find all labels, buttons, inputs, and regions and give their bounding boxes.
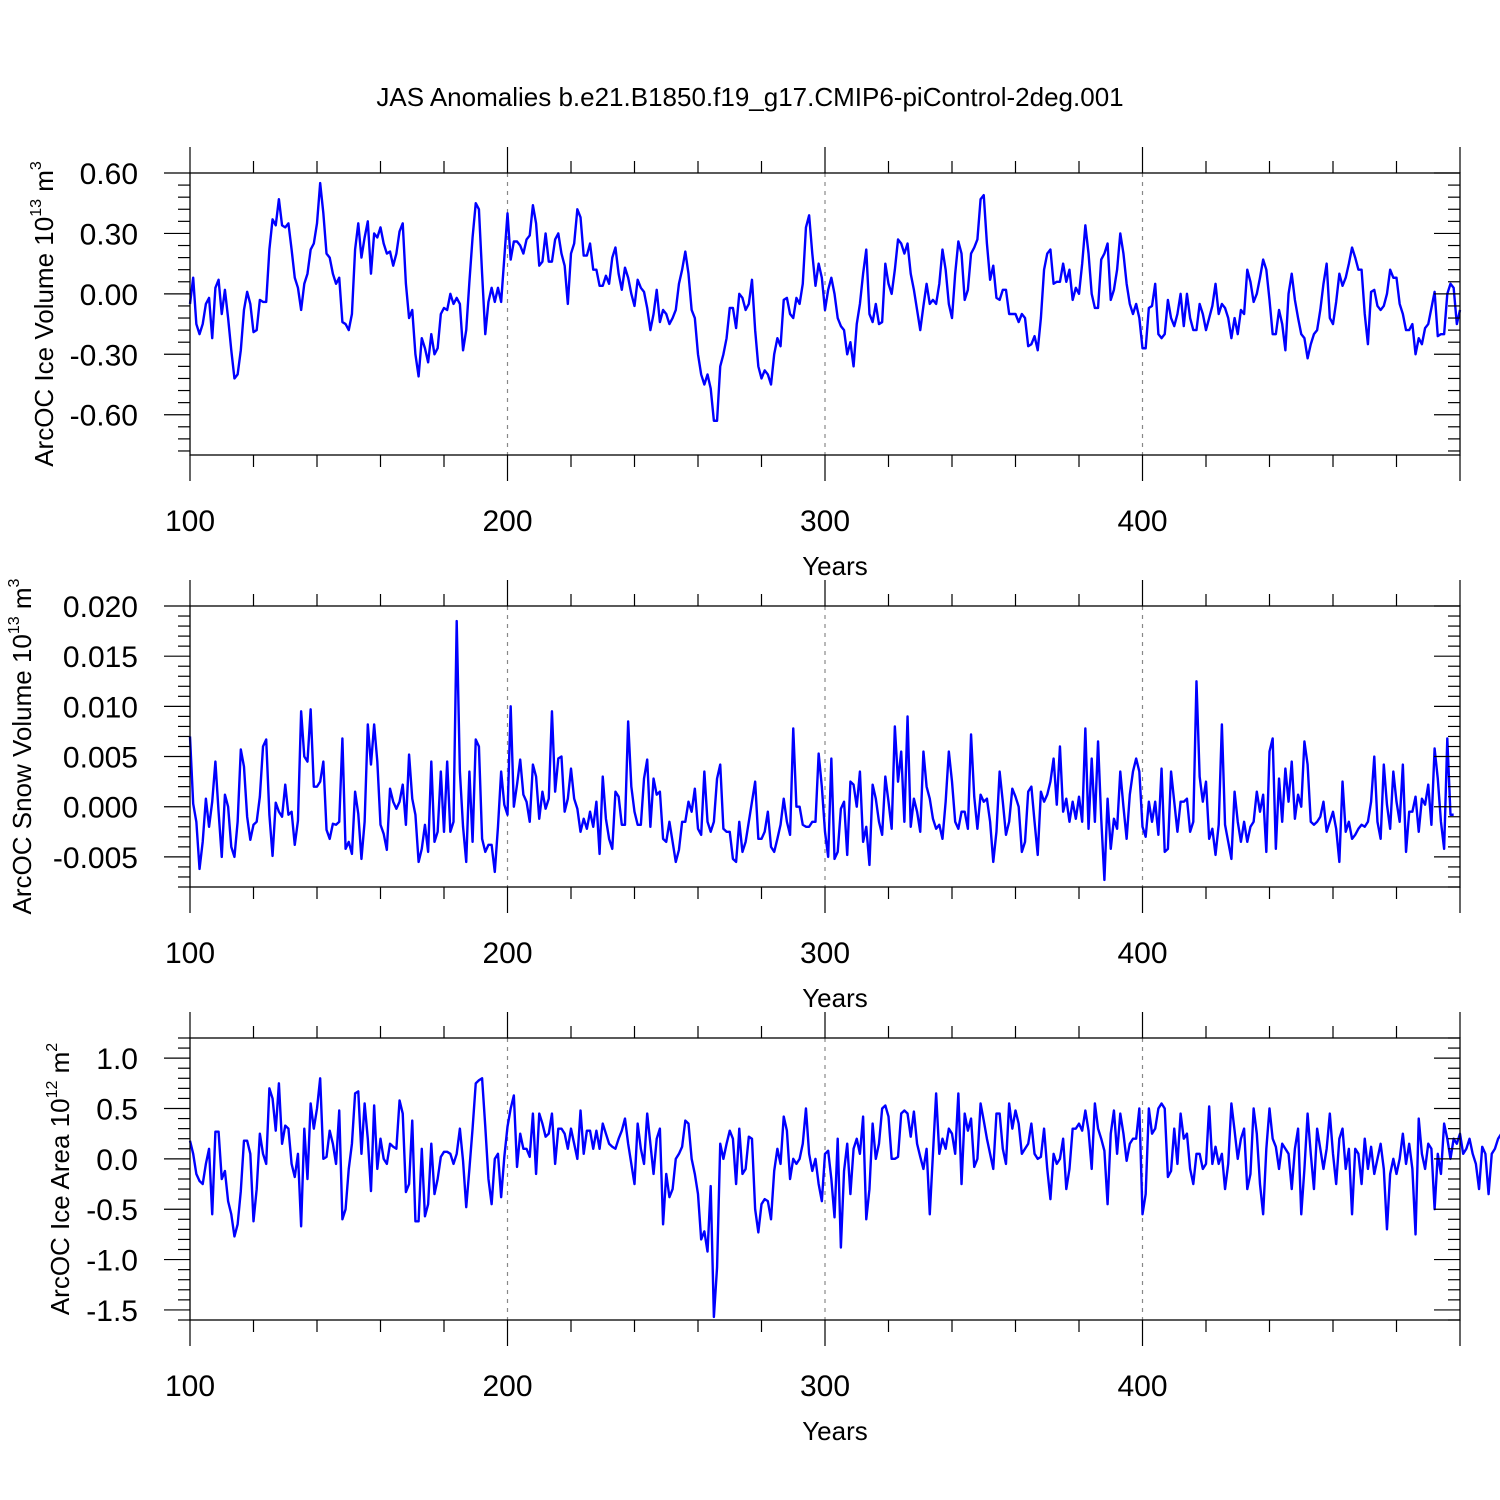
- y-axis-label-superscript: 2: [44, 1043, 61, 1052]
- x-tick-label: 300: [800, 937, 850, 970]
- plot-frame: [189, 1037, 1461, 1321]
- y-tick-label: -0.60: [70, 400, 138, 433]
- y-tick-label: 0.30: [80, 218, 138, 251]
- y-tick-label: -1.5: [86, 1295, 138, 1328]
- y-axis-label: ArcOC Ice Area 1012 m2: [44, 1043, 75, 1315]
- y-tick-label: 0.0: [96, 1144, 138, 1177]
- y-axis-label-part: m: [29, 170, 59, 199]
- panel-1: 100 200 300 400 0.60 0.30 0.00 -0.30 -0.60 Years A…: [28, 147, 1462, 581]
- y-axis-label-superscript: 13: [28, 199, 45, 217]
- y-tick-label: 0.015: [63, 641, 138, 674]
- y-axis-label-part: ArcOC Snow Volume 10: [7, 634, 37, 914]
- y-tick-label: -0.30: [70, 339, 138, 372]
- y-axis-label: ArcOC Ice Volume 1013 m3: [28, 161, 59, 467]
- y-axis-label-part: m: [45, 1052, 75, 1081]
- plot-frame: [189, 172, 1461, 456]
- x-tick-label: 300: [800, 1370, 850, 1403]
- panel-3: 100 200 300 400 1.0 0.5 0.0 -0.5 -1.0 -1.5 Years Ar…: [44, 1012, 1500, 1446]
- y-axis-label-part: ArcOC Ice Area 10: [45, 1098, 75, 1315]
- panel-2: 100 200 300 400 0.020 0.015 0.010 0.005 0.000 -0.…: [6, 578, 1461, 1013]
- series-line-3: [188, 1077, 1500, 1319]
- x-tick-label: 200: [482, 937, 532, 970]
- y-axis-label-superscript: 12: [44, 1081, 61, 1099]
- y-axis-label: ArcOC Snow Volume 1013 m3: [6, 578, 37, 914]
- y-axis-label-part: ArcOC Ice Volume 10: [29, 217, 59, 467]
- x-tick-label: 300: [800, 505, 850, 538]
- x-tick-label: 100: [165, 505, 215, 538]
- x-tick-label: 200: [482, 505, 532, 538]
- y-tick-label: 0.5: [96, 1094, 138, 1127]
- series-line-2: [188, 619, 1454, 882]
- y-tick-label: 0.000: [63, 792, 138, 825]
- y-tick-label: -1.0: [86, 1245, 138, 1278]
- x-axis-label: Years: [802, 551, 868, 581]
- series-line-1: [188, 181, 1462, 422]
- y-tick-label: 0.005: [63, 742, 138, 775]
- x-tick-label: 400: [1117, 937, 1167, 970]
- x-tick-label: 400: [1117, 505, 1167, 538]
- y-axis-label-part: m: [7, 587, 37, 616]
- x-axis-label: Years: [802, 1416, 868, 1446]
- chart-title: JAS Anomalies b.e21.B1850.f19_g17.CMIP6-…: [376, 82, 1123, 112]
- x-tick-label: 200: [482, 1370, 532, 1403]
- y-tick-label: -0.5: [86, 1194, 138, 1227]
- y-axis-label-superscript: 3: [28, 161, 45, 170]
- x-tick-label: 400: [1117, 1370, 1167, 1403]
- y-tick-label: 1.0: [96, 1043, 138, 1076]
- y-tick-label: 0.010: [63, 691, 138, 724]
- y-tick-label: 0.60: [80, 158, 138, 191]
- y-axis-label-superscript: 3: [6, 578, 23, 587]
- x-axis-label: Years: [802, 983, 868, 1013]
- y-tick-label: 0.020: [63, 591, 138, 624]
- y-tick-label: -0.005: [53, 842, 138, 875]
- x-tick-label: 100: [165, 937, 215, 970]
- panels: 100 200 300 400 0.60 0.30 0.00 -0.30 -0.60 Years A…: [6, 147, 1500, 1446]
- y-tick-label: 0.00: [80, 279, 138, 312]
- y-axis-label-superscript: 13: [6, 616, 23, 634]
- x-tick-label: 100: [165, 1370, 215, 1403]
